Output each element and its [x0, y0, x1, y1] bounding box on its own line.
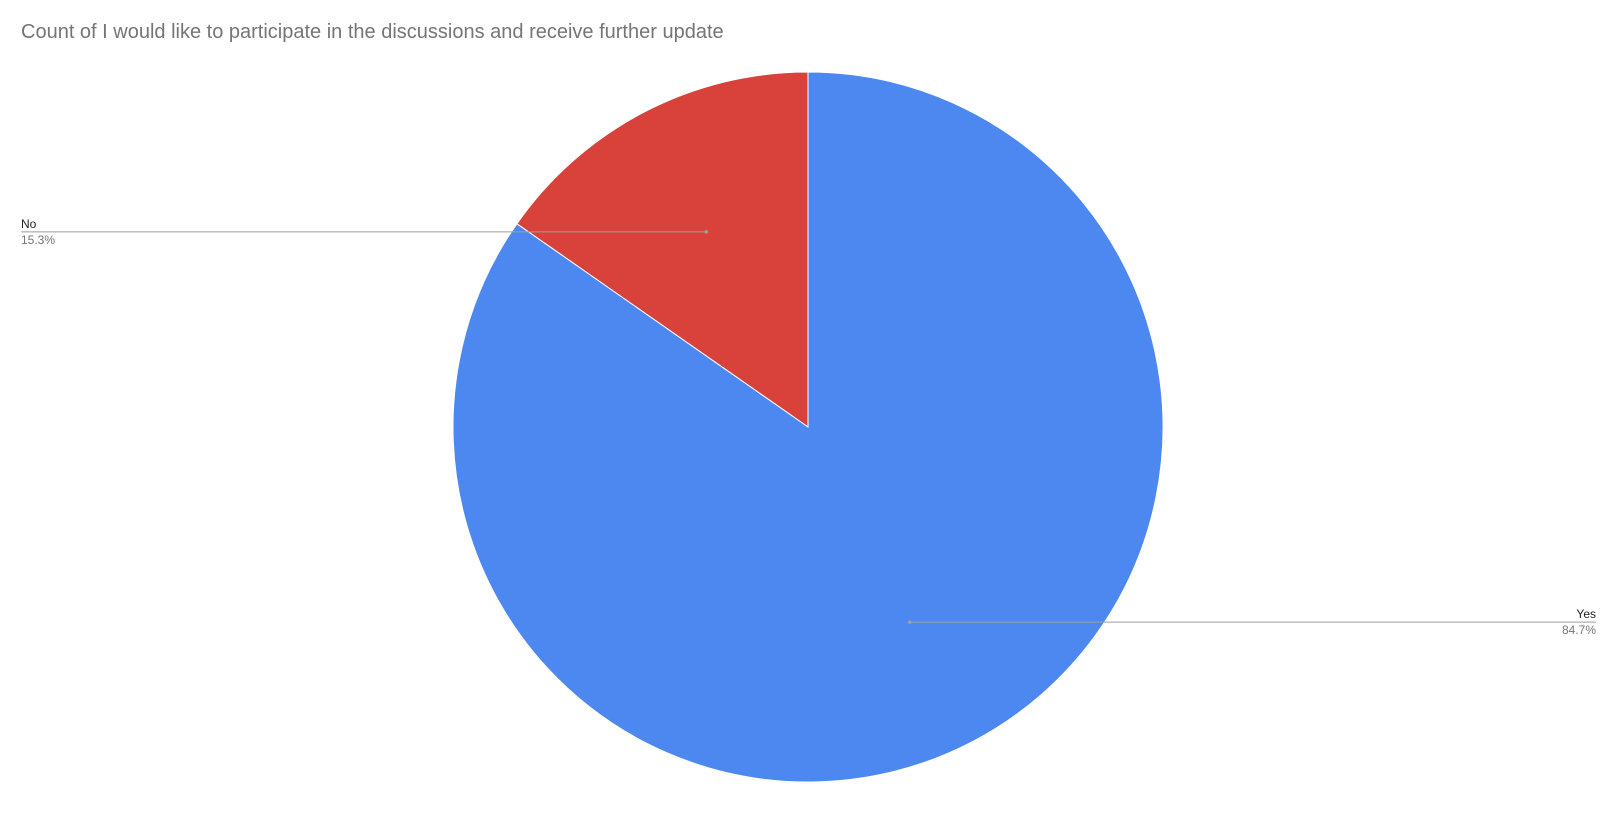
pie-slice-no — [516, 71, 809, 428]
pie-slices — [452, 71, 1164, 783]
chart-title: Count of I would like to participate in … — [21, 21, 724, 43]
slice-percent-no: 15.3% — [21, 233, 55, 247]
pie-slice-yes — [452, 71, 1164, 783]
pie-labels: No 15.3% Yes 84.7% — [21, 217, 1596, 637]
slice-label-no: No — [21, 217, 37, 231]
slice-label-yes: Yes — [1576, 607, 1596, 621]
slice-percent-yes: 84.7% — [1562, 623, 1596, 637]
